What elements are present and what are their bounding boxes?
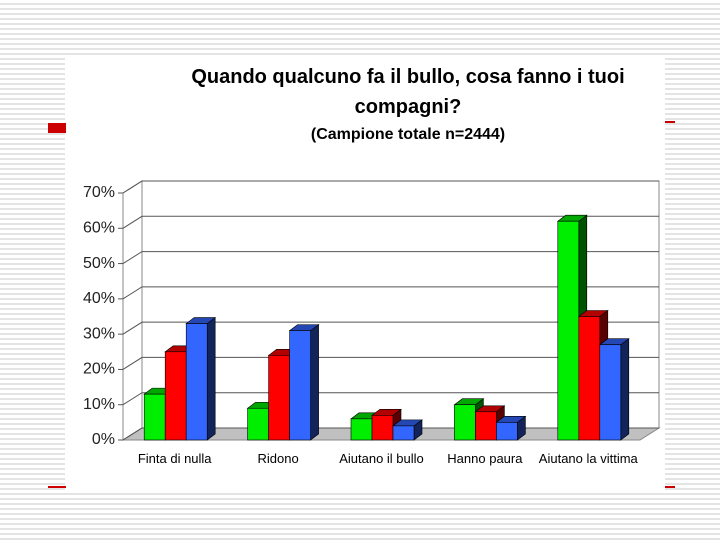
x-tick-label: Finta di nulla: [137, 451, 212, 466]
bar: [247, 407, 269, 441]
bar: [371, 414, 394, 441]
bar-side: [206, 316, 216, 441]
x-tick-label: Ridono: [257, 451, 299, 466]
x-tick-label: Aiutano la vittima: [538, 451, 638, 466]
grid-line: [122, 286, 659, 300]
bar: [268, 355, 290, 441]
bar-side: [310, 324, 319, 441]
grid-line: [122, 392, 659, 406]
grid-line: [122, 251, 659, 264]
bar: [557, 220, 580, 441]
y-tick-label: 50%: [83, 255, 115, 272]
grid-line: [122, 180, 659, 194]
decoration: [665, 121, 675, 123]
y-tick-label: 20%: [83, 361, 115, 378]
y-tick-label: 10%: [83, 396, 115, 413]
bar: [164, 351, 187, 441]
x-tick-label: Aiutano il bullo: [339, 451, 424, 466]
chart-title: Quando qualcuno fa il bullo, cosa fanno …: [191, 66, 625, 118]
side-wall: [122, 180, 143, 441]
y-tick-label: 0%: [92, 431, 115, 448]
y-tick-label: 40%: [83, 290, 115, 307]
bar: [185, 323, 208, 441]
y-tick-label: 70%: [83, 184, 115, 201]
grid-line: [122, 215, 659, 229]
decoration: [665, 486, 675, 488]
y-tick-label: 60%: [83, 220, 115, 237]
bar: [454, 404, 476, 441]
grid-line: [122, 356, 659, 370]
chart-subtitle: (Campione totale n=2444): [310, 126, 506, 143]
grid-line: [122, 321, 659, 335]
bar: [599, 344, 622, 441]
x-tick-label: Hanno paura: [447, 451, 523, 466]
bar: [289, 330, 311, 441]
bar: [392, 425, 415, 441]
bar: [496, 422, 518, 441]
bar-side: [620, 338, 630, 441]
bar: [350, 418, 373, 441]
bar: [578, 316, 601, 441]
decoration: [48, 486, 66, 488]
y-tick-label: 30%: [83, 325, 115, 342]
bar: [475, 411, 497, 441]
bar: [143, 393, 166, 441]
decoration: [48, 123, 66, 133]
